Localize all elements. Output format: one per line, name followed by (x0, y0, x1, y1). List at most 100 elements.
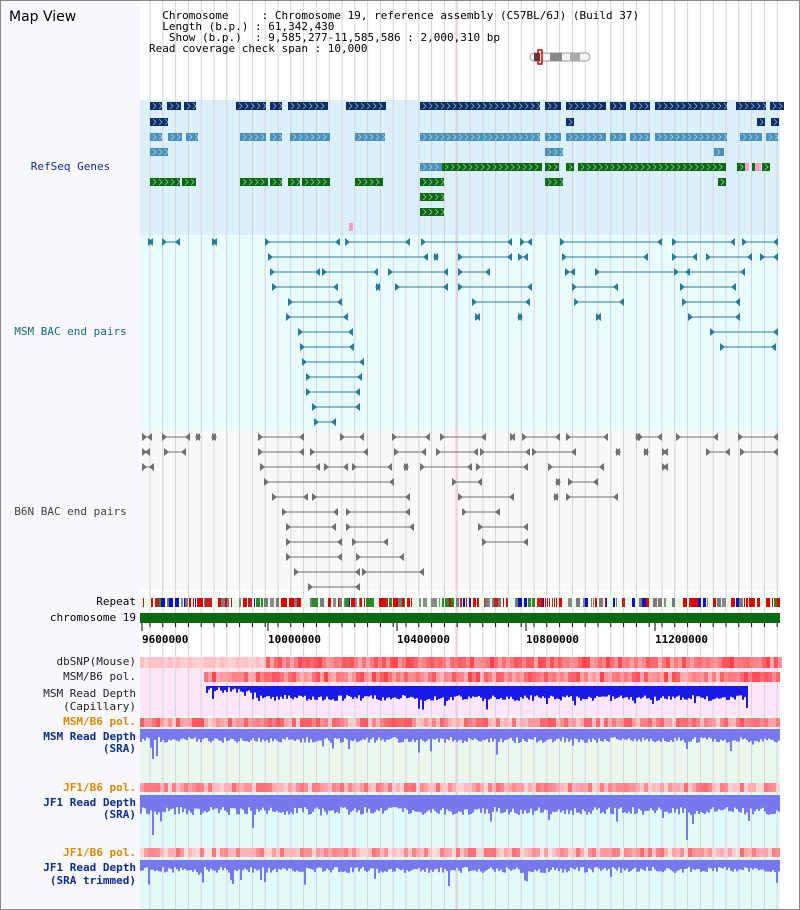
depth-bar (316, 860, 318, 869)
gene-strand-mark (152, 102, 157, 110)
pol-cell (482, 657, 486, 668)
repeat-element (349, 598, 350, 607)
end-marker-right (475, 313, 480, 321)
depth-bar (700, 686, 702, 698)
pol-cell (236, 718, 240, 727)
depth-bar (404, 795, 406, 808)
end-marker-right (149, 463, 154, 471)
pol-cell (726, 657, 730, 668)
gene-strand-mark (748, 133, 753, 141)
pol-cell (480, 848, 484, 857)
b6n-bac-pair (142, 463, 154, 471)
pol-cell (188, 657, 192, 668)
end-marker-right (343, 463, 348, 471)
b6n-bac-pair (738, 433, 778, 441)
depth-bar (748, 795, 750, 821)
repeat-element (281, 598, 285, 607)
depth-bar (690, 686, 692, 699)
depth-bar (476, 729, 478, 740)
depth-bar (160, 860, 162, 872)
pol-cell (212, 848, 216, 857)
depth-bar (644, 686, 646, 696)
end-marker-left (162, 238, 167, 246)
depth-bar (490, 729, 492, 739)
depth-bar (330, 729, 332, 743)
depth-bar (268, 729, 270, 743)
depth-bar (740, 686, 742, 696)
depth-bar (546, 795, 548, 811)
jf1-depth-sra-sublabel: (SRA) (102, 808, 136, 821)
pol-cell (624, 718, 628, 727)
repeat-element (646, 598, 649, 607)
depth-bar (676, 729, 678, 741)
depth-bar (730, 860, 732, 871)
pol-cell (430, 657, 434, 668)
gene-strand-mark (720, 178, 725, 186)
depth-bar (202, 729, 204, 740)
refseq-genes-label: RefSeq Genes (30, 160, 111, 173)
gene-strand-mark (158, 178, 163, 186)
end-marker-right (523, 523, 528, 531)
depth-bar (258, 860, 260, 870)
depth-bar (472, 860, 474, 871)
pol-cell (434, 657, 438, 668)
msm-bac-pair (302, 358, 364, 366)
gene-strand-mark (592, 133, 597, 141)
depth-bar (158, 795, 160, 813)
gene-strand-mark (363, 178, 368, 186)
gene-strand-mark (669, 102, 674, 110)
depth-bar (412, 729, 414, 740)
pol-cell (314, 657, 318, 668)
depth-bar (164, 729, 166, 743)
pol-cell (538, 657, 542, 668)
depth-bar (504, 729, 506, 741)
depth-bar (280, 860, 282, 870)
depth-bar (508, 686, 510, 699)
pol-cell (616, 672, 620, 682)
refseq-gene (355, 133, 386, 141)
depth-bar (158, 729, 160, 738)
depth-bar (446, 686, 448, 701)
pol-cell (692, 848, 696, 857)
gene-body (718, 178, 726, 186)
depth-bar (524, 795, 526, 811)
depth-bar (258, 729, 260, 738)
depth-bar (696, 860, 698, 869)
pol-cell (720, 783, 724, 792)
pol-cell (492, 783, 496, 792)
depth-bar (636, 729, 638, 742)
end-marker-right (481, 433, 486, 441)
pol-cell (386, 657, 390, 668)
end-marker-left (421, 238, 426, 246)
depth-bar (242, 729, 244, 741)
pol-cell (476, 718, 480, 727)
pol-cell (464, 848, 468, 857)
depth-bar (522, 795, 524, 814)
depth-bar (568, 860, 570, 871)
pol-cell (772, 718, 776, 727)
depth-bar (440, 729, 442, 739)
pol-cell (424, 718, 428, 727)
pol-cell (364, 718, 368, 727)
pol-cell (256, 718, 260, 727)
depth-bar (702, 795, 704, 814)
depth-bar (330, 795, 332, 811)
pol-cell (244, 672, 248, 682)
repeat-element (270, 598, 274, 607)
refseq-gene (420, 133, 541, 141)
b6n-bac-pair (638, 433, 662, 441)
pol-cell (144, 848, 148, 857)
gene-strand-mark (152, 118, 157, 126)
depth-bar (286, 860, 288, 871)
gene-body (566, 102, 606, 110)
msm-bac-pair (458, 283, 532, 291)
depth-bar (388, 686, 390, 698)
repeat-element (404, 598, 405, 607)
refseq-gene (290, 133, 330, 141)
b6n-bac-pair (555, 478, 561, 486)
pol-cell (338, 657, 342, 668)
repeat-element (155, 598, 159, 607)
dbsnp-strip (140, 657, 268, 668)
depth-bar (588, 729, 590, 740)
